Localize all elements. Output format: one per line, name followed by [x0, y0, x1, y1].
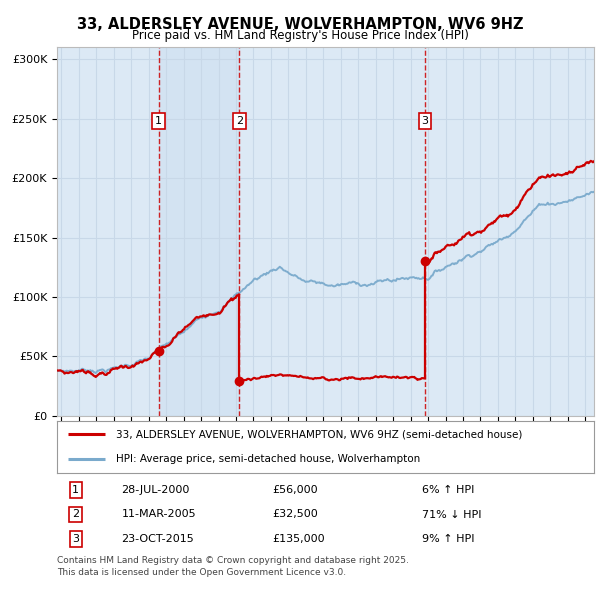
Text: 71% ↓ HPI: 71% ↓ HPI: [422, 510, 482, 519]
Text: 33, ALDERSLEY AVENUE, WOLVERHAMPTON, WV6 9HZ (semi-detached house): 33, ALDERSLEY AVENUE, WOLVERHAMPTON, WV6…: [116, 430, 523, 439]
Text: Contains HM Land Registry data © Crown copyright and database right 2025.
This d: Contains HM Land Registry data © Crown c…: [57, 556, 409, 576]
Text: 28-JUL-2000: 28-JUL-2000: [121, 485, 190, 495]
Text: £56,000: £56,000: [272, 485, 317, 495]
Text: 11-MAR-2005: 11-MAR-2005: [121, 510, 196, 519]
Text: 33, ALDERSLEY AVENUE, WOLVERHAMPTON, WV6 9HZ: 33, ALDERSLEY AVENUE, WOLVERHAMPTON, WV6…: [77, 17, 523, 31]
Text: 23-OCT-2015: 23-OCT-2015: [121, 534, 194, 544]
Text: 9% ↑ HPI: 9% ↑ HPI: [422, 534, 475, 544]
Text: Price paid vs. HM Land Registry's House Price Index (HPI): Price paid vs. HM Land Registry's House …: [131, 30, 469, 42]
Text: £32,500: £32,500: [272, 510, 317, 519]
Text: 1: 1: [72, 485, 79, 495]
Text: 3: 3: [421, 116, 428, 126]
Text: 3: 3: [72, 534, 79, 544]
Text: 2: 2: [72, 510, 79, 519]
Text: 6% ↑ HPI: 6% ↑ HPI: [422, 485, 475, 495]
Bar: [158, 47, 239, 416]
Text: HPI: Average price, semi-detached house, Wolverhampton: HPI: Average price, semi-detached house,…: [116, 454, 421, 464]
Text: 1: 1: [155, 116, 162, 126]
Text: £135,000: £135,000: [272, 534, 325, 544]
Text: 2: 2: [236, 116, 243, 126]
